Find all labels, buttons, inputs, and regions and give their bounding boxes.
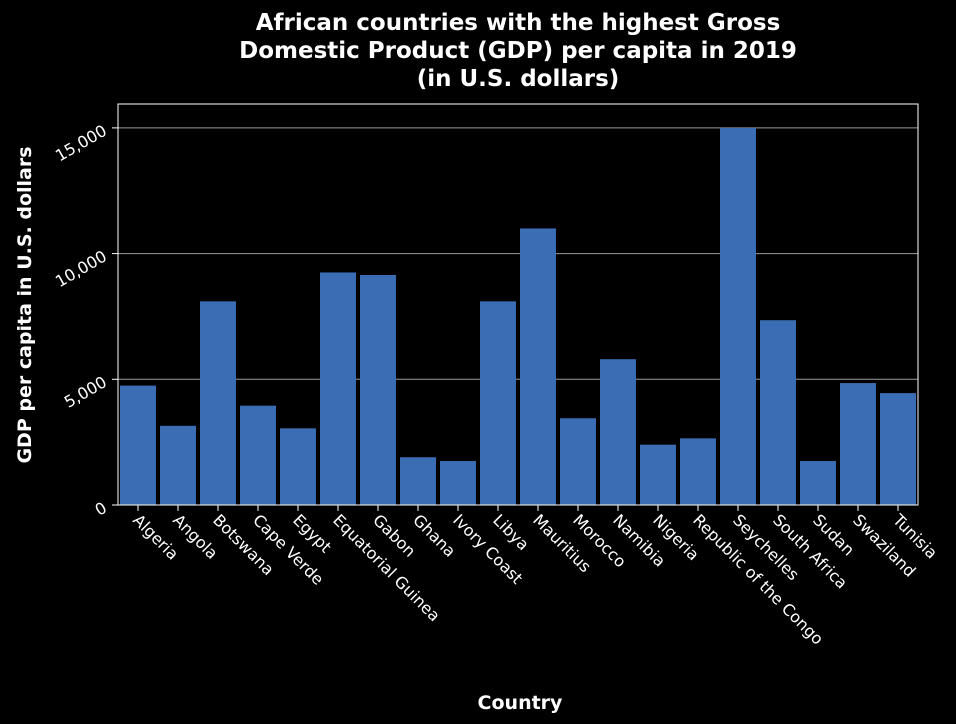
bar-sudan <box>800 461 836 505</box>
bar-botswana <box>200 301 236 505</box>
bar-egypt <box>280 428 316 505</box>
plot-frame <box>117 103 919 506</box>
y-tick-label: 5,000 <box>61 372 110 411</box>
bar-nigeria <box>640 444 676 505</box>
y-tick-label: 15,000 <box>52 121 110 165</box>
bar-morocco <box>560 418 596 505</box>
bar-cape-verde <box>240 405 276 505</box>
gridlines <box>118 127 918 380</box>
bar-swaziland <box>840 383 876 505</box>
bar-mauritius <box>520 228 556 505</box>
bar-tunisia <box>880 393 916 505</box>
y-tick-label: 0 <box>92 498 110 520</box>
y-axis-ticks: 0 5,000 10,000 15,000 <box>52 121 118 520</box>
bar-ivory-coast <box>440 461 476 505</box>
bar-seychelles <box>720 127 756 506</box>
bar-namibia <box>600 359 636 505</box>
chart-title-line-3: (in U.S. dollars) <box>417 66 620 92</box>
y-axis-title: GDP per capita in U.S. dollars <box>14 146 36 463</box>
bar-angola <box>160 425 196 505</box>
bar-south-africa <box>760 320 796 505</box>
bar-republic-of-the-congo <box>680 438 716 505</box>
chart-title-line-2: Domestic Product (GDP) per capita in 201… <box>239 38 797 64</box>
chart-title-line-1: African countries with the highest Gross <box>256 10 781 36</box>
bar-libya <box>480 301 516 505</box>
bars <box>120 127 916 506</box>
bar-equatorial-guinea <box>320 272 356 505</box>
x-tick-label: Ghana <box>409 510 459 560</box>
bar-ghana <box>400 457 436 505</box>
y-tick-label: 10,000 <box>52 247 110 291</box>
bar-algeria <box>120 385 156 505</box>
x-axis-title: Country <box>478 692 564 714</box>
chart-title: African countries with the highest Gross… <box>239 10 797 92</box>
bar-gabon <box>360 274 396 505</box>
